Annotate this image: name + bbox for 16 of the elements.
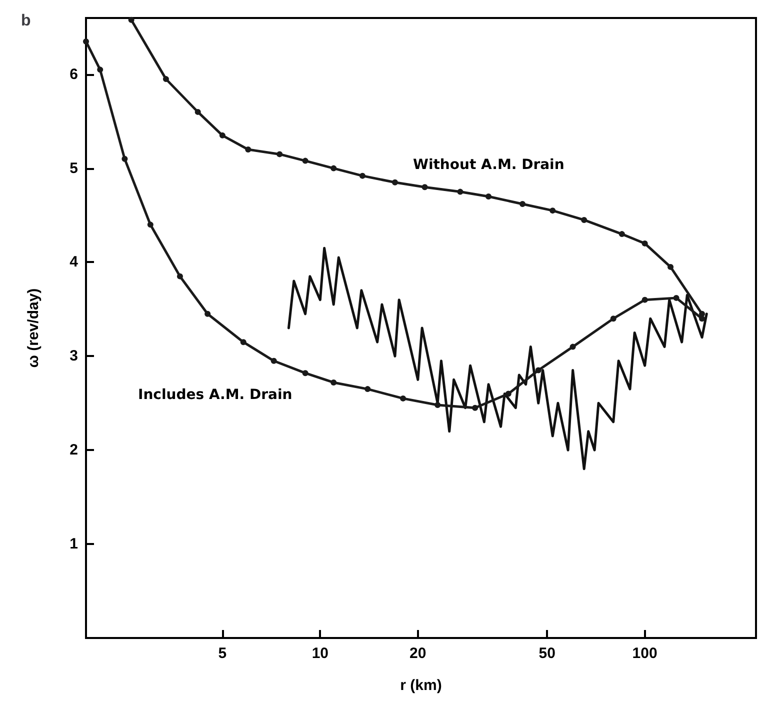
annotation: Includes A.M. Drain bbox=[138, 387, 292, 403]
x-axis-title: r (km) bbox=[400, 677, 442, 694]
x-tick-label: 5 bbox=[218, 645, 227, 662]
y-tick-label: 6 bbox=[70, 66, 78, 83]
y-axis-title: ω (rev/day) bbox=[25, 288, 42, 368]
y-tick-label: 5 bbox=[70, 160, 78, 177]
x-tick-label: 50 bbox=[538, 645, 556, 662]
x-tick-label: 100 bbox=[632, 645, 658, 662]
y-tick-label: 1 bbox=[70, 536, 78, 553]
chart-title: b bbox=[21, 12, 31, 30]
y-tick-label: 2 bbox=[70, 442, 78, 459]
annotation: Without A.M. Drain bbox=[413, 157, 564, 173]
x-tick-label: 10 bbox=[312, 645, 329, 662]
x-tick-label: 20 bbox=[410, 645, 426, 662]
y-tick-label: 3 bbox=[70, 348, 78, 365]
y-tick-label: 4 bbox=[70, 254, 79, 271]
